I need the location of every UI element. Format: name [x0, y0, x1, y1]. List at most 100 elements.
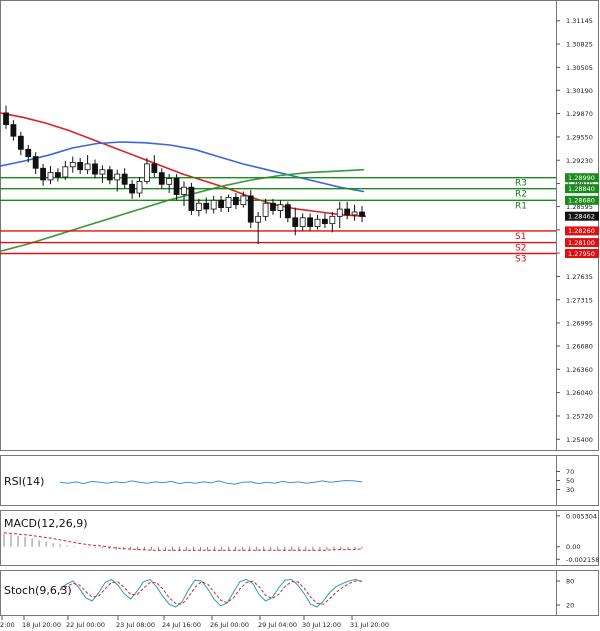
candle-body	[225, 197, 232, 209]
rsi-line	[59, 479, 363, 485]
moving-averages	[0, 112, 367, 253]
candle-body	[255, 215, 262, 223]
candle-body	[47, 172, 54, 181]
moving-average-line	[0, 141, 365, 193]
price-tick-label: 1.26680	[566, 343, 593, 351]
stoch-axis-frame	[556, 570, 599, 616]
macd-tick-label: 0.00	[566, 543, 580, 551]
time-tick-label: 18 Jul 20:00	[22, 621, 61, 629]
candle-body	[210, 199, 217, 210]
price-tick-label: 1.27635	[566, 273, 593, 281]
candle-body	[55, 172, 61, 178]
price-tick-label: 1.26360	[566, 366, 593, 374]
time-axis: 2:00 18 Jul 20:00 22 Jul 00:00 23 Jul 08:00…	[0, 616, 389, 629]
candle-body	[129, 183, 135, 194]
level-tag-value-r1: 1.28680	[568, 197, 595, 205]
stoch-k-line	[59, 578, 363, 608]
level-tag-value-r2: 1.28840	[568, 185, 595, 193]
time-tick-label: 22 Jul 00:00	[66, 621, 105, 629]
level-tag-value-s2: 1.28100	[568, 239, 595, 247]
candle-body	[166, 178, 173, 185]
level-label-r2: R2	[515, 190, 527, 200]
candle-body	[218, 199, 224, 209]
candle-body	[262, 202, 269, 217]
candle-body	[158, 172, 165, 185]
macd-panel: 0.005304 0.00 -0.002158 MACD(12,26,9)	[0, 510, 599, 566]
candle-body	[195, 202, 202, 211]
level-tag-value-r3: 1.28990	[568, 174, 595, 182]
level-tag-r3	[565, 173, 599, 183]
candle-body	[106, 169, 113, 181]
stoch-series: 80 20	[59, 578, 574, 610]
candle-body	[351, 211, 358, 216]
stoch-title: Stoch(9,6,3)	[4, 584, 72, 597]
candle-body	[25, 148, 32, 158]
time-tick-label: 23 Jul 08:00	[116, 621, 155, 629]
time-tick-label: 26 Jul 00:00	[210, 621, 249, 629]
level-tag-value-s1: 1.28260	[568, 227, 595, 235]
price-tick-label: 1.29550	[566, 133, 593, 141]
level-tag-s3	[565, 248, 599, 258]
price-axis-ticks: 1.31145 1.30825 1.30505 1.30190 1.29870 1.295…	[556, 17, 593, 444]
candles	[3, 105, 365, 245]
candle-body	[292, 217, 299, 227]
level-tag-s2	[565, 238, 599, 248]
candle-body	[181, 186, 187, 195]
rsi-tick-label: 30	[566, 486, 574, 494]
price-tick-label: 1.28595	[566, 203, 593, 211]
candle-body	[62, 166, 69, 178]
main-panel-frame	[0, 0, 557, 451]
candle-body	[277, 204, 284, 211]
stoch-panel-frame	[0, 570, 557, 616]
price-tick-label: 1.30190	[566, 87, 593, 95]
rsi-panel-frame	[0, 455, 557, 506]
level-label-r3: R3	[515, 179, 527, 189]
candle-body	[322, 218, 328, 225]
candle-body	[92, 163, 98, 175]
price-tick-label: 1.27315	[566, 296, 593, 304]
price-tags: 1.28680 1.28840 1.28990 1.28260 1.28100 1.279…	[565, 173, 599, 258]
time-tick-label: 29 Jul 04:00	[258, 621, 297, 629]
candle-body	[203, 202, 210, 210]
candle-body	[121, 173, 128, 185]
candle-body	[136, 180, 143, 194]
candle-body	[359, 211, 365, 217]
time-tick-label: 24 Jul 16:00	[162, 621, 201, 629]
candle-body	[329, 215, 336, 225]
time-tick-label: 30 Jul 12:00	[302, 621, 341, 629]
stoch-tick-label: 80	[566, 578, 574, 586]
stoch-d-line	[59, 580, 362, 605]
macd-title: MACD(12,26,9)	[4, 517, 88, 530]
last-price-tag	[565, 211, 599, 221]
candle-body	[84, 163, 91, 171]
candle-body	[151, 163, 158, 174]
candle-body	[3, 112, 9, 125]
price-tick-label: 1.26995	[566, 320, 593, 328]
price-tick-label: 1.25400	[566, 436, 593, 444]
candle-body	[314, 218, 321, 227]
level-tag-r1	[565, 195, 599, 205]
price-tick-label: 1.28910	[566, 180, 593, 188]
candle-body	[299, 217, 306, 227]
macd-axis-frame	[556, 510, 599, 566]
time-tick-label: 31 Jul 20:00	[350, 621, 389, 629]
price-tick-label: 1.31145	[566, 17, 593, 25]
level-label-s2: S2	[515, 244, 526, 254]
level-tag-s1	[565, 226, 599, 236]
last-price-value: 1.28462	[568, 212, 595, 220]
candle-body	[240, 195, 247, 206]
candle-body	[233, 197, 239, 206]
stoch-panel: 80 20 Stoch(9,6,3)	[0, 570, 599, 616]
candle-body	[69, 162, 76, 168]
macd-tick-label: 0.005304	[566, 512, 597, 520]
level-tag-value-s3: 1.27950	[568, 250, 595, 258]
candle-body	[114, 173, 121, 181]
candle-body	[188, 186, 195, 211]
candle-body	[17, 135, 24, 150]
macd-signal-line	[3, 532, 363, 551]
